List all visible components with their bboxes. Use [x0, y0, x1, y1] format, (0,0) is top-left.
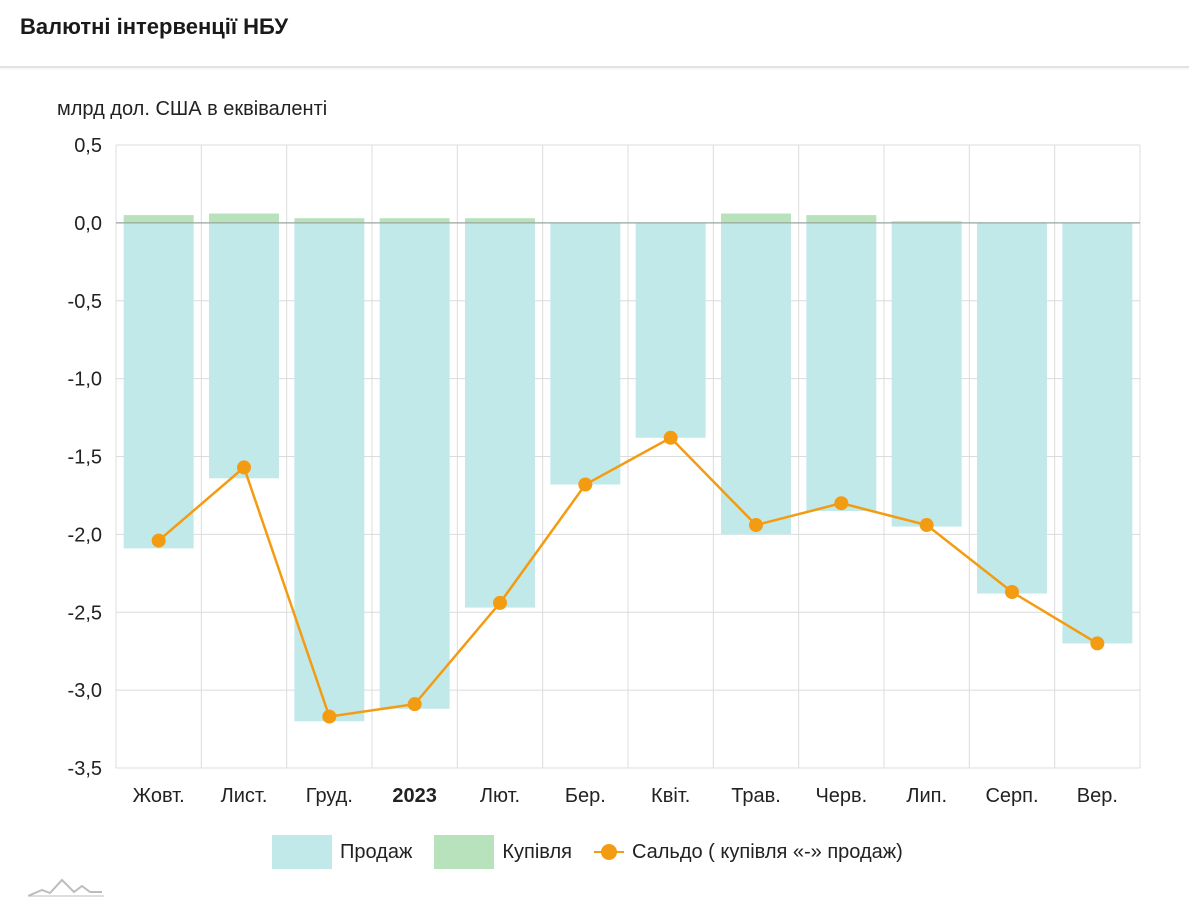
- bar-sell[interactable]: [550, 222, 621, 485]
- bar-sell[interactable]: [891, 222, 962, 527]
- bar-buy[interactable]: [891, 221, 962, 223]
- x-tick-label: Квіт.: [651, 785, 690, 807]
- balance-point[interactable]: [1090, 636, 1105, 651]
- balance-point[interactable]: [663, 430, 678, 445]
- bar-sell[interactable]: [294, 222, 365, 722]
- x-tick-label: Серп.: [985, 785, 1038, 807]
- x-tick-label: Лип.: [906, 785, 947, 807]
- balance-point[interactable]: [834, 496, 849, 511]
- balance-point[interactable]: [322, 709, 337, 724]
- bar-buy[interactable]: [806, 215, 877, 223]
- legend-swatch-sell: [272, 835, 332, 869]
- bar-sell[interactable]: [1062, 222, 1133, 644]
- legend-item-balance[interactable]: Сальдо ( купівля «-» продаж): [593, 835, 903, 869]
- x-tick-label: 2023: [392, 785, 437, 807]
- y-tick-label: -1,0: [68, 369, 102, 391]
- brand-mountains-icon: [28, 878, 104, 897]
- bar-buy[interactable]: [465, 218, 535, 223]
- bar-buy[interactable]: [379, 218, 450, 223]
- balance-point[interactable]: [151, 533, 166, 548]
- x-tick-label: Черв.: [815, 785, 867, 807]
- balance-line: [157, 436, 1098, 718]
- y-tick-label: 0,5: [74, 135, 102, 157]
- y-tick-label: 0,0: [74, 213, 102, 235]
- legend-swatch-buy: [434, 835, 495, 869]
- y-tick-label: -3,0: [68, 680, 102, 702]
- page-title: Валютні інтервенції НБУ: [20, 14, 289, 39]
- balance-point[interactable]: [749, 518, 763, 533]
- legend-label-sell: Продаж: [340, 840, 413, 863]
- balance-point[interactable]: [578, 477, 593, 492]
- bar-sell[interactable]: [209, 222, 279, 479]
- bar-buy[interactable]: [209, 213, 279, 223]
- balance-point[interactable]: [493, 595, 507, 610]
- bar-sell[interactable]: [379, 222, 450, 709]
- header-bar: Валютні інтервенції НБУ: [0, 0, 1189, 68]
- y-tick-label: -2,5: [68, 602, 102, 624]
- balance-point[interactable]: [237, 460, 251, 475]
- balance-point[interactable]: [919, 518, 934, 533]
- x-tick-label: Бер.: [565, 785, 606, 807]
- legend-item-buy[interactable]: Купівля: [434, 835, 572, 869]
- legend-item-sell[interactable]: Продаж: [272, 835, 412, 869]
- legend-swatch-balance: [593, 835, 624, 869]
- bar-sell[interactable]: [123, 222, 194, 549]
- y-tick-label: -2,0: [68, 524, 102, 546]
- bar-sell[interactable]: [721, 222, 791, 535]
- y-tick-label: -0,5: [68, 291, 102, 313]
- chart-legend: Продаж Купівля Сальдо ( купівля «-» прод…: [272, 834, 925, 870]
- bar-buy[interactable]: [294, 218, 365, 223]
- balance-point[interactable]: [1005, 585, 1019, 600]
- bar-sell[interactable]: [806, 222, 877, 512]
- x-tick-label: Лист.: [221, 785, 268, 807]
- bar-sell[interactable]: [465, 222, 535, 608]
- bar-buy[interactable]: [721, 213, 791, 223]
- bar-sell[interactable]: [977, 222, 1047, 594]
- balance-point[interactable]: [407, 697, 422, 712]
- legend-label-buy: Купівля: [502, 840, 572, 863]
- y-tick-label: -1,5: [68, 447, 102, 469]
- legend-label-balance: Сальдо ( купівля «-» продаж): [631, 840, 903, 863]
- y-tick-label: -3,5: [68, 758, 102, 780]
- bar-sell[interactable]: [635, 222, 706, 438]
- x-tick-label: Вер.: [1077, 785, 1118, 807]
- x-tick-label: Трав.: [731, 785, 781, 807]
- x-tick-label: Лют.: [480, 785, 520, 807]
- bar-buy[interactable]: [123, 215, 194, 223]
- y-axis-unit-label: млрд дол. США в еквіваленті: [57, 98, 328, 120]
- x-tick-label: Жовт.: [133, 785, 185, 807]
- x-tick-label: Груд.: [306, 785, 353, 807]
